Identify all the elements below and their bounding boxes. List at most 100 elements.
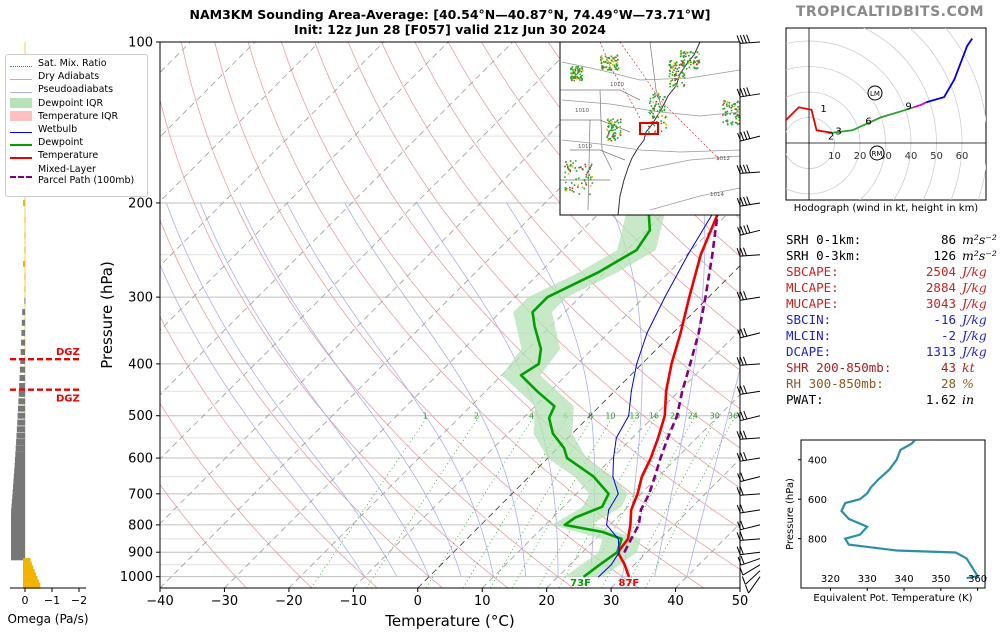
precip-cell bbox=[581, 79, 583, 81]
precip-cell bbox=[619, 132, 622, 134]
series-point bbox=[583, 576, 585, 578]
precip-cell bbox=[573, 75, 575, 78]
precip-cell bbox=[674, 79, 676, 82]
legend-swatch bbox=[10, 87, 32, 93]
precip-cell bbox=[613, 64, 616, 66]
precip-cell bbox=[654, 131, 656, 133]
precip-cell bbox=[678, 67, 680, 69]
precip-cell bbox=[570, 72, 572, 75]
precip-cell bbox=[589, 193, 591, 195]
precip-cell bbox=[670, 80, 672, 83]
wind-barb-staff bbox=[740, 229, 761, 236]
wind-barb-flag bbox=[737, 521, 742, 530]
stat-value: -2 bbox=[940, 328, 956, 343]
precip-cell bbox=[607, 138, 610, 140]
precip-cell bbox=[583, 180, 586, 182]
precip-cell bbox=[589, 166, 591, 169]
precip-cell bbox=[610, 126, 613, 129]
precip-cell bbox=[567, 173, 570, 175]
precip-cell bbox=[584, 165, 587, 168]
precip-cell bbox=[660, 122, 663, 125]
precip-cell bbox=[615, 60, 618, 62]
precip-cell bbox=[689, 59, 691, 62]
series-point bbox=[630, 538, 632, 540]
precip-cell bbox=[610, 59, 613, 62]
wind-barb bbox=[736, 356, 761, 366]
wind-barb bbox=[736, 196, 761, 207]
legend-swatch bbox=[10, 111, 32, 122]
series-point bbox=[617, 538, 619, 540]
wind-barb-flag bbox=[739, 164, 744, 174]
mixing-ratio-line bbox=[489, 415, 594, 588]
precip-cell bbox=[680, 52, 682, 54]
theta-y-tick-label: 800 bbox=[808, 535, 827, 546]
series-point bbox=[627, 538, 629, 540]
y-tick-label: 200 bbox=[128, 196, 153, 211]
precip-cell bbox=[657, 92, 660, 95]
wind-barb-flag bbox=[746, 196, 751, 205]
precip-cell bbox=[651, 115, 654, 118]
omega-bar bbox=[23, 582, 41, 589]
theta-e-line bbox=[840, 440, 980, 580]
precip-cell bbox=[663, 109, 666, 112]
stat-value: -16 bbox=[933, 312, 956, 327]
precip-cell bbox=[565, 181, 567, 184]
theta-x-axis-label: Equivalent Pot. Temperature (K) bbox=[813, 593, 972, 604]
hodograph-panel: 10 20 30 40 50 60 1 2 3 6 9 LM RM bbox=[785, 27, 987, 201]
precip-cell bbox=[601, 57, 604, 59]
precip-cell bbox=[726, 103, 728, 106]
precip-cell bbox=[577, 69, 579, 71]
precip-cell bbox=[581, 182, 583, 184]
precip-cell bbox=[608, 120, 610, 123]
wind-barb-flag bbox=[739, 452, 744, 461]
precip-cell bbox=[649, 109, 652, 112]
precip-cell bbox=[614, 68, 617, 70]
precip-cell bbox=[735, 117, 737, 120]
omega-bar bbox=[14, 468, 25, 475]
precip-cell bbox=[573, 191, 575, 193]
series-point bbox=[608, 493, 610, 495]
precip-cell bbox=[654, 105, 656, 107]
wind-barb bbox=[736, 87, 761, 98]
series-point bbox=[763, 41, 764, 42]
series-point bbox=[650, 457, 652, 459]
precip-cell bbox=[683, 84, 686, 86]
precip-cell bbox=[581, 186, 584, 188]
precip-cell bbox=[653, 107, 655, 110]
precip-cell bbox=[681, 61, 684, 64]
wind-barb-flag bbox=[737, 132, 742, 142]
series-point bbox=[564, 524, 566, 526]
dry-adiabat bbox=[414, 42, 740, 410]
precip-cell bbox=[585, 176, 587, 178]
precip-cell bbox=[664, 116, 667, 119]
hodograph-ring-label: 10 bbox=[828, 151, 841, 162]
y-tick-label: 100 bbox=[128, 36, 153, 51]
precip-cell bbox=[698, 53, 701, 55]
mixing-ratio-label: 36 bbox=[728, 411, 738, 420]
precip-cell bbox=[607, 139, 610, 141]
wind-barb-staff bbox=[740, 551, 761, 556]
precip-cell bbox=[675, 85, 677, 87]
omega-bar bbox=[23, 561, 32, 568]
precip-cell bbox=[616, 69, 619, 71]
wind-barb-flag bbox=[736, 487, 741, 496]
mixing-ratio-line bbox=[462, 415, 569, 588]
wind-barb-staff bbox=[740, 390, 761, 395]
precip-cell bbox=[652, 101, 655, 104]
precip-cell bbox=[580, 71, 583, 73]
precip-cell bbox=[730, 122, 732, 124]
precip-cell bbox=[726, 123, 729, 126]
precip-cell bbox=[688, 66, 691, 69]
hodograph-ring-label: 20 bbox=[854, 151, 867, 162]
mixing-ratio-label: 30 bbox=[710, 411, 720, 420]
precip-cell bbox=[674, 64, 676, 67]
precip-cell bbox=[576, 67, 579, 70]
precip-cell bbox=[671, 67, 674, 70]
precip-cell bbox=[606, 62, 609, 64]
stat-value: 3043 bbox=[925, 296, 956, 311]
omega-bar bbox=[13, 484, 25, 491]
precip-cell bbox=[731, 104, 733, 107]
series-point bbox=[629, 524, 632, 526]
precip-cell bbox=[609, 62, 612, 64]
omega-bar bbox=[12, 489, 25, 496]
